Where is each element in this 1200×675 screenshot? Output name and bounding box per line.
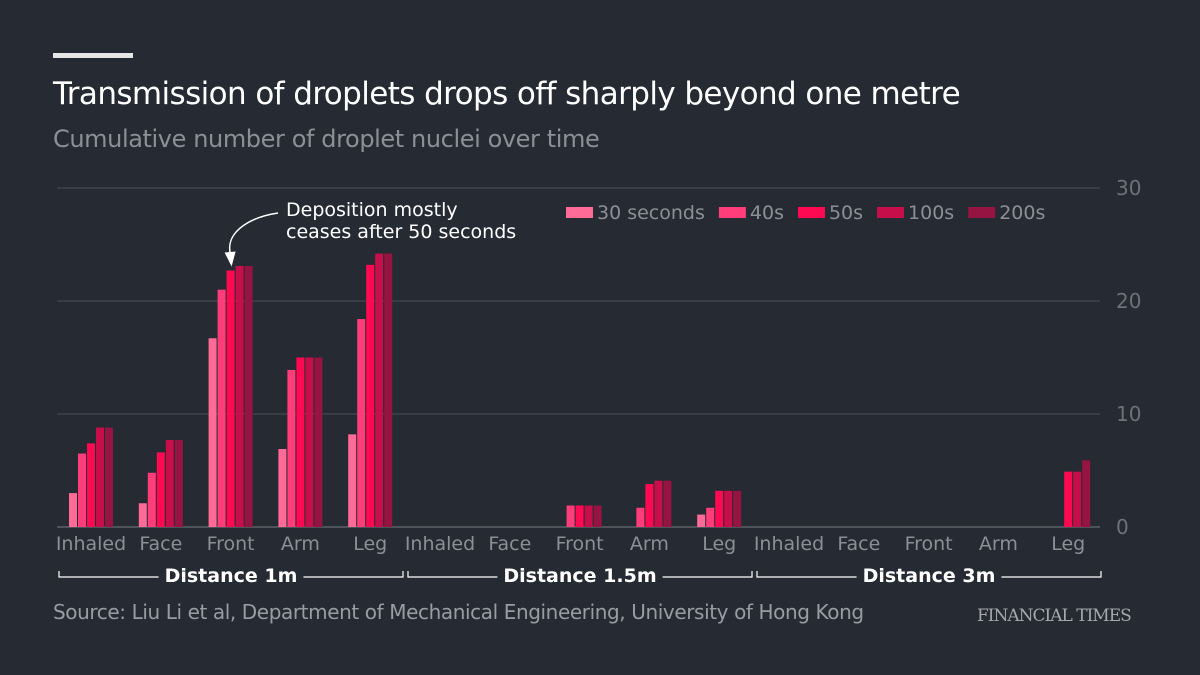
group-label: Distance 3m — [863, 565, 996, 587]
y-tick-label: 30 — [1116, 176, 1141, 200]
annotation-arrowhead-icon — [224, 251, 236, 267]
header-rule — [53, 53, 133, 58]
bar — [384, 253, 393, 528]
category-label: Front — [556, 533, 604, 555]
bar — [296, 357, 305, 527]
legend-swatch — [566, 207, 593, 218]
bar — [636, 507, 645, 527]
y-tick-label: 0 — [1116, 515, 1129, 539]
group-label-bg — [158, 562, 304, 588]
annotation-arrow — [228, 212, 279, 255]
category-label: Inhaled — [56, 533, 126, 555]
category-label: Face — [488, 533, 531, 555]
bar — [724, 490, 733, 527]
group-label: Distance 1m — [165, 565, 298, 587]
bar — [147, 472, 156, 527]
bar — [78, 453, 86, 527]
bar — [105, 427, 113, 527]
bar — [697, 514, 706, 527]
category-label: Front — [905, 533, 953, 555]
group-label-bg — [497, 562, 663, 588]
group-labels: Distance 1m Distance 1.5m Distance 3m — [58, 562, 1102, 588]
bar — [287, 369, 296, 527]
category-label: Face — [139, 533, 182, 555]
y-tick-label: 20 — [1116, 289, 1141, 313]
bar — [575, 505, 584, 527]
bar — [208, 338, 217, 527]
bar — [366, 264, 375, 527]
bar — [566, 505, 575, 527]
legend: 30 seconds 40s 50s 100s 200s — [566, 202, 1045, 224]
chart-title: Transmission of droplets drops off sharp… — [53, 76, 961, 112]
category-label: Inhaled — [754, 533, 824, 555]
bar — [235, 265, 244, 527]
bar — [305, 357, 314, 527]
group-label-bg — [856, 562, 1002, 588]
bar — [278, 449, 287, 527]
category-label: Inhaled — [405, 533, 475, 555]
legend-label: 100s — [908, 202, 954, 224]
bars — [69, 253, 1091, 528]
legend-swatch — [718, 207, 746, 218]
y-axis-ticks: 0 10 20 30 — [1116, 176, 1141, 539]
bar — [663, 480, 672, 527]
bar — [226, 270, 235, 527]
legend-label: 200s — [999, 202, 1045, 224]
y-tick-label: 10 — [1116, 402, 1141, 426]
bar — [1082, 460, 1091, 527]
bar — [156, 452, 165, 527]
bar — [357, 319, 366, 527]
bar — [217, 289, 226, 527]
bar — [654, 480, 663, 527]
category-labels: Inhaled Face Front Arm Leg Inhaled Face Front Ar… — [56, 533, 1085, 555]
bar — [706, 507, 715, 527]
category-label: Arm — [281, 533, 320, 555]
bar — [69, 493, 77, 527]
bar — [244, 265, 253, 527]
bar — [584, 505, 593, 527]
bar — [375, 253, 384, 528]
category-label: Front — [207, 533, 255, 555]
bar — [87, 443, 95, 527]
bar — [645, 484, 654, 527]
bar — [165, 439, 174, 527]
category-label: Arm — [979, 533, 1018, 555]
bar — [733, 490, 742, 527]
legend-label: 50s — [829, 202, 863, 224]
bar — [1064, 471, 1073, 527]
bar — [348, 434, 357, 527]
category-label: Arm — [630, 533, 669, 555]
legend-swatch — [797, 207, 825, 218]
group-label: Distance 1.5m — [503, 565, 656, 587]
chart-subtitle: Cumulative number of droplet nuclei over… — [53, 125, 600, 153]
category-label: Face — [837, 533, 880, 555]
bar — [96, 427, 104, 527]
category-label: Leg — [353, 533, 387, 555]
legend-label: 30 seconds — [597, 202, 705, 224]
annotation-text: ceases after 50 seconds — [286, 221, 516, 243]
source-note: Source: Liu Li et al, Department of Mech… — [53, 600, 864, 624]
bar — [593, 505, 602, 527]
legend-swatch — [877, 207, 905, 218]
bar — [174, 439, 183, 527]
legend-swatch — [968, 207, 996, 218]
bar — [1073, 471, 1082, 527]
annotation-text: Deposition mostly — [286, 199, 458, 221]
category-label: Leg — [702, 533, 736, 555]
ft-logo: FINANCIAL TIMES — [977, 606, 1132, 626]
legend-label: 40s — [750, 202, 784, 224]
bar — [314, 357, 323, 527]
bar — [715, 490, 724, 527]
category-label: Leg — [1051, 533, 1085, 555]
bar — [138, 503, 147, 527]
